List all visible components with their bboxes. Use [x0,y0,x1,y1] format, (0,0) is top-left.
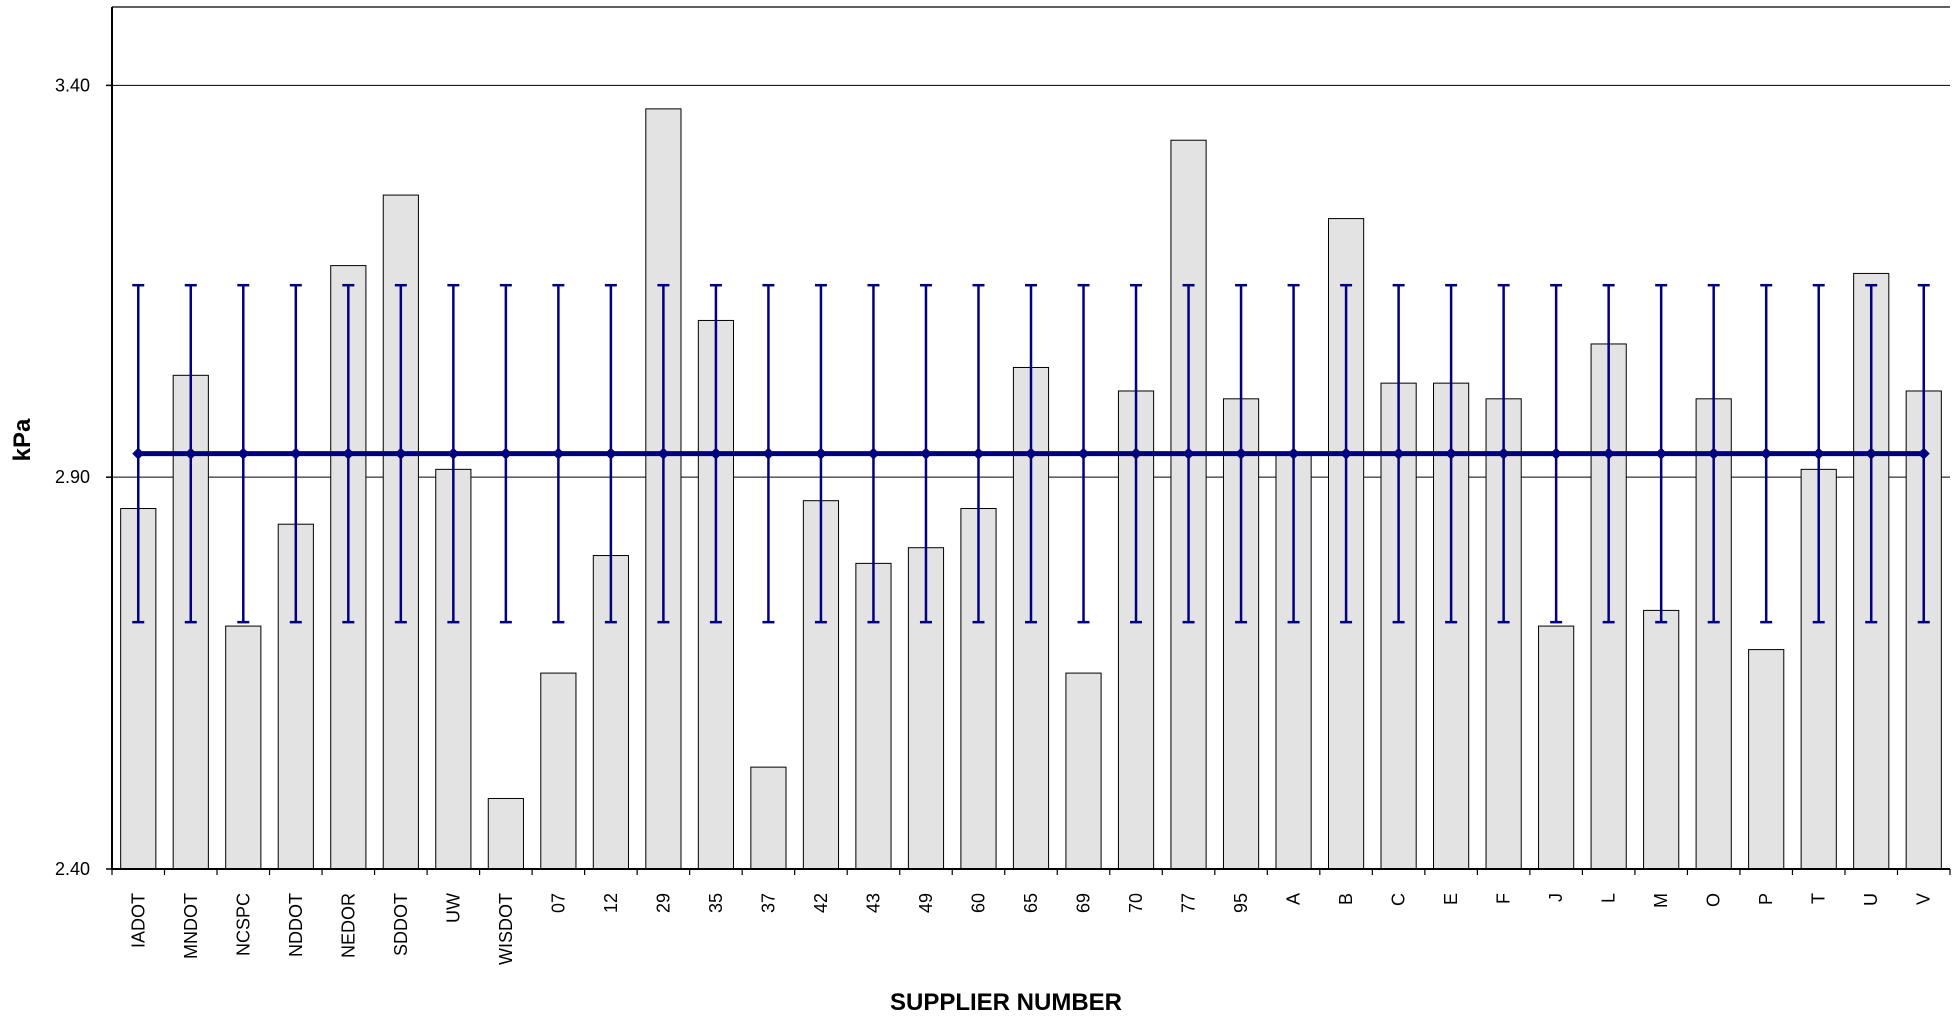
bar [225,625,262,870]
mean-line-marker [919,447,932,460]
x-tick-label: P [1756,893,1776,905]
x-tick-label: NEDOR [338,893,358,958]
x-tick-label: 37 [758,893,778,913]
x-tick-label: T [1809,893,1829,904]
x-tick-label: 95 [1231,893,1251,913]
x-tick-label: M [1651,893,1671,908]
bar [750,766,787,870]
x-tick-label: 43 [863,893,883,913]
x-tick-label: 49 [916,893,936,913]
mean-line-marker [237,447,250,460]
mean-line-marker [289,447,302,460]
mean-line-marker [1025,447,1037,460]
x-tick-label: U [1861,893,1881,906]
x-tick-label: 35 [706,893,726,913]
mean-line-marker [1130,447,1143,460]
tick-labels: 2.40 2.90 3.40 IADOT MNDOT NCSPC NDDOT NEDOR SDD… [55,75,1934,965]
mean-line-marker [132,447,145,460]
x-tick-label: NCSPC [233,893,253,956]
x-tick-label: O [1704,893,1724,907]
bar [1538,625,1575,870]
mean-line-marker [1602,447,1615,460]
x-tick-label: 12 [601,893,621,913]
x-tick-label: 07 [548,893,568,913]
y-tick-label: 2.90 [55,467,90,487]
y-tick-label: 2.40 [55,859,90,879]
mean-line-marker [447,447,460,460]
x-tick-label: IADOT [128,893,148,948]
x-tick-label: NDDOT [286,893,306,957]
mean-line-marker [342,447,355,460]
y-axis-title: kPa [9,418,36,461]
mean-line-marker [657,447,670,460]
x-tick-label: SDDOT [391,893,411,956]
x-tick-label: J [1546,893,1566,902]
mean-line-marker [184,447,197,460]
x-tick-label: MNDOT [181,893,201,959]
bar [540,672,577,870]
mean-line-marker [867,447,880,460]
mean-line-marker [1865,447,1878,460]
mean-line-marker [762,447,775,460]
mean-line-marker [1812,447,1825,460]
x-tick-label: 69 [1074,893,1094,913]
mean-line-marker [814,447,827,460]
mean-line-marker [1445,447,1458,460]
x-tick-label: WISDOT [496,893,516,965]
mean-line-marker [552,447,565,460]
x-tick-label: L [1599,893,1619,903]
mean-line-marker [499,447,512,460]
mean-line-series [132,283,1930,624]
x-tick-label: 77 [1179,893,1199,913]
mean-line-marker [1550,447,1563,460]
mean-line-marker [709,447,722,460]
x-tick-label: A [1284,893,1304,905]
bar [1643,609,1680,870]
x-tick-label: 29 [653,893,673,913]
bar [487,797,524,870]
bar [1117,390,1155,870]
axes [106,6,1951,875]
x-tick-label: UW [443,893,463,923]
mean-line-marker [972,447,985,460]
x-tick-label: F [1494,893,1514,904]
mean-line-marker [1760,447,1773,460]
y-tick-label: 3.40 [55,75,90,95]
mean-line-marker [394,447,407,460]
x-tick-label: 60 [968,893,988,913]
mean-line-marker [1917,447,1930,460]
bar [1065,672,1102,870]
mean-line-marker [1287,447,1300,460]
x-axis-title: SUPPLIER NUMBER [890,989,1122,1016]
mean-line-marker [1182,447,1195,460]
mean-line-marker [1392,447,1405,460]
bar [1748,649,1785,870]
x-tick-label: E [1441,893,1461,905]
mean-line-marker [1655,447,1668,460]
mean-line-marker [1497,447,1510,460]
mean-line-marker [604,447,617,460]
x-tick-label: 65 [1021,893,1041,913]
x-tick-label: 70 [1126,893,1146,913]
mean-line-marker [1235,447,1248,460]
mean-line-marker [1077,447,1090,460]
x-tick-label: B [1336,893,1356,905]
x-tick-label: C [1389,893,1409,906]
mean-line-marker [1707,447,1720,460]
x-tick-label: 42 [811,893,831,913]
x-tick-label: V [1914,893,1934,905]
mean-line-marker [1340,447,1353,460]
